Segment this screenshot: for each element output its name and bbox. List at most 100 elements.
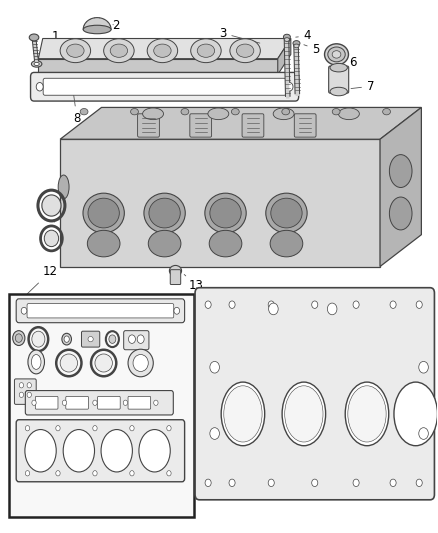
Ellipse shape [25,425,30,431]
Polygon shape [39,59,278,75]
Text: 14: 14 [223,320,238,363]
Ellipse shape [62,400,67,406]
Ellipse shape [149,198,180,228]
FancyBboxPatch shape [16,299,185,322]
Ellipse shape [285,386,323,442]
FancyBboxPatch shape [81,331,100,347]
Ellipse shape [229,301,235,309]
Ellipse shape [95,354,113,372]
Ellipse shape [56,425,60,431]
Ellipse shape [205,479,211,487]
Ellipse shape [389,155,412,188]
Ellipse shape [271,198,302,228]
FancyBboxPatch shape [190,114,212,137]
Ellipse shape [167,471,171,476]
Ellipse shape [25,430,56,472]
Ellipse shape [32,400,36,406]
Ellipse shape [144,193,185,233]
Ellipse shape [294,44,299,48]
Ellipse shape [237,44,254,58]
FancyBboxPatch shape [124,330,149,350]
Ellipse shape [42,195,61,216]
Ellipse shape [419,361,428,373]
Ellipse shape [266,193,307,233]
FancyBboxPatch shape [98,397,120,409]
Text: 9: 9 [78,163,85,201]
Ellipse shape [123,400,127,406]
Ellipse shape [293,41,300,46]
Ellipse shape [143,108,163,119]
Ellipse shape [221,382,265,446]
Ellipse shape [282,382,325,446]
Ellipse shape [327,303,337,315]
FancyBboxPatch shape [138,114,159,137]
Ellipse shape [416,479,422,487]
Ellipse shape [62,333,71,345]
Ellipse shape [58,175,69,199]
FancyBboxPatch shape [170,270,181,285]
Ellipse shape [273,108,294,119]
FancyBboxPatch shape [43,78,286,95]
Ellipse shape [332,109,340,115]
Ellipse shape [32,331,45,347]
Ellipse shape [339,108,359,119]
Ellipse shape [87,230,120,257]
Text: 8: 8 [73,94,81,125]
FancyBboxPatch shape [242,114,264,137]
Ellipse shape [63,430,95,472]
Polygon shape [39,38,291,59]
Ellipse shape [13,330,25,345]
Ellipse shape [83,25,111,34]
FancyBboxPatch shape [128,397,151,409]
Ellipse shape [328,47,345,62]
Ellipse shape [231,109,239,115]
Ellipse shape [104,39,134,63]
Text: 6: 6 [341,56,357,69]
Ellipse shape [139,430,170,472]
FancyBboxPatch shape [328,66,349,93]
Text: 11: 11 [63,237,84,252]
Ellipse shape [197,44,215,58]
Ellipse shape [210,198,241,228]
Ellipse shape [390,479,396,487]
Ellipse shape [312,301,318,309]
FancyBboxPatch shape [27,304,174,318]
Ellipse shape [67,44,84,58]
Ellipse shape [101,430,132,472]
Ellipse shape [56,471,60,476]
FancyBboxPatch shape [14,379,36,405]
Ellipse shape [208,108,229,119]
Ellipse shape [167,425,171,431]
Ellipse shape [148,230,181,257]
Ellipse shape [353,479,359,487]
Polygon shape [60,108,421,139]
Ellipse shape [330,63,347,72]
Ellipse shape [130,425,134,431]
Ellipse shape [268,301,274,309]
Text: 3: 3 [219,27,260,43]
FancyBboxPatch shape [66,397,88,409]
Text: 5: 5 [304,43,320,55]
FancyBboxPatch shape [25,391,173,415]
Ellipse shape [147,39,178,63]
Polygon shape [83,18,111,29]
Ellipse shape [224,386,262,442]
Ellipse shape [348,386,386,442]
Ellipse shape [389,197,412,230]
Ellipse shape [88,336,93,342]
Ellipse shape [130,471,134,476]
Ellipse shape [174,308,180,314]
Polygon shape [380,108,421,266]
Ellipse shape [83,193,124,233]
Ellipse shape [93,425,97,431]
Ellipse shape [268,479,274,487]
Ellipse shape [330,87,347,96]
Text: 13: 13 [184,274,203,292]
Text: 10: 10 [54,217,75,231]
Ellipse shape [133,354,148,372]
Ellipse shape [29,34,39,41]
Ellipse shape [137,335,144,343]
Polygon shape [60,139,380,266]
Ellipse shape [170,265,182,276]
Bar [9,294,194,517]
